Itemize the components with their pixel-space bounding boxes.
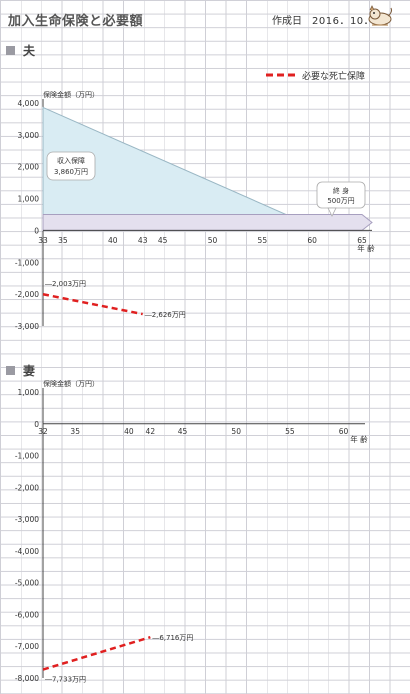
y-tick-label: 0 [34, 420, 39, 429]
section-husband-heading: 夫 [6, 42, 35, 59]
y-tick-label: -1,000 [15, 452, 39, 461]
created-date-value: 2016．10．4 [312, 16, 382, 27]
x-tick-label: 32 [38, 427, 48, 436]
x-tick-label: 40 [124, 427, 134, 436]
x-tick-label: 33 [38, 236, 48, 245]
section-marker-icon [6, 46, 15, 55]
x-axis-title: 年 齢 [357, 243, 375, 253]
whole-life-label: 終 身 [333, 186, 349, 195]
x-tick-label: 55 [258, 236, 268, 245]
y-tick-label: 2,000 [18, 163, 40, 172]
point-label-end: ―6,716万円 [152, 634, 193, 642]
point-label-start: ―2,003万円 [45, 280, 86, 288]
section-wife-heading: 妻 [6, 362, 35, 379]
legend-label: 必要な死亡保障 [302, 70, 365, 82]
y-tick-label: -6,000 [15, 610, 39, 619]
x-tick-label: 42 [146, 427, 156, 436]
x-tick-label: 43 [138, 236, 148, 245]
y-tick-label: -3,000 [15, 322, 39, 331]
x-tick-label: 50 [231, 427, 241, 436]
y-axis-title: 保険金額（万円） [43, 379, 99, 388]
y-tick-label: 0 [34, 226, 39, 235]
y-tick-label: -5,000 [15, 579, 39, 588]
mascot-icon [368, 5, 393, 26]
y-tick-label: 4,000 [18, 99, 40, 108]
y-tick-label: -7,000 [15, 642, 39, 651]
required-death-benefit-line [42, 293, 143, 316]
whole-life-value: 500万円 [327, 197, 354, 205]
required-death-benefit-line [42, 636, 151, 671]
x-tick-label: 35 [70, 427, 80, 436]
x-tick-label: 40 [108, 236, 118, 245]
section-wife-label: 妻 [23, 364, 36, 378]
x-tick-label: 60 [307, 236, 317, 245]
section-husband-label: 夫 [23, 44, 36, 58]
y-tick-label: -3,000 [15, 515, 39, 524]
x-tick-label: 45 [158, 236, 168, 245]
income-protection-callout [46, 151, 96, 181]
x-axis-title: 年 齢 [350, 434, 368, 444]
x-tick-label: 55 [285, 427, 295, 436]
y-axis-title: 保険金額（万円） [43, 90, 99, 99]
y-tick-label: -2,000 [15, 290, 39, 299]
y-tick-label: 1,000 [18, 388, 40, 397]
y-tick-label: -1,000 [15, 258, 39, 267]
y-tick-label: -2,000 [15, 483, 39, 492]
point-label-end: ―2,626万円 [145, 311, 186, 319]
y-tick-label: -8,000 [15, 674, 39, 683]
whole-life-band [42, 214, 373, 231]
y-tick-label: -4,000 [15, 547, 39, 556]
income-protection-value: 3,860万円 [54, 168, 88, 176]
point-label-start: ―7,733万円 [45, 676, 86, 684]
income-protection-label: 収入保障 [57, 156, 85, 165]
whole-life-callout-pointer [327, 207, 337, 217]
page-title: 加入生命保険と必要額 [8, 14, 144, 29]
section-marker-icon [6, 366, 15, 375]
x-tick-label: 50 [208, 236, 218, 245]
x-tick-label: 45 [178, 427, 188, 436]
y-tick-label: 1,000 [18, 195, 40, 204]
y-tick-label: 3,000 [18, 131, 40, 140]
whole-life-callout [316, 181, 366, 209]
created-date-label: 作成日 [272, 16, 302, 27]
x-tick-label: 60 [339, 427, 349, 436]
x-tick-label: 65 [357, 236, 367, 245]
x-tick-label: 35 [58, 236, 68, 245]
